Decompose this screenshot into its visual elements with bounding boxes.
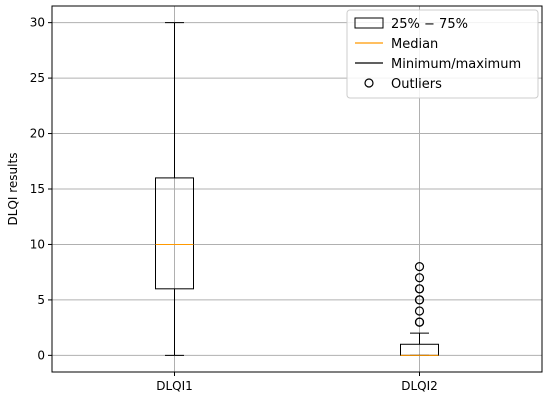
x-tick-label: DLQI2 (401, 379, 438, 393)
legend: 25% − 75% Median Minimum/maximum Outliers (346, 9, 539, 99)
legend-entry-whisker: Minimum/maximum (355, 57, 521, 72)
y-tick-label: 30 (30, 16, 45, 30)
outlier-point (414, 262, 425, 272)
legend-entry-median: Median (355, 37, 438, 52)
y-tick-label: 20 (30, 127, 45, 141)
y-tick-label: 0 (37, 348, 45, 362)
legend-entry-outlier: Outliers (364, 77, 442, 92)
legend-label: 25% − 75% (391, 17, 468, 32)
box-dlqi1 (155, 22, 194, 356)
legend-box-swatch (354, 17, 384, 29)
outlier-point (414, 273, 425, 283)
y-tick-label: 10 (30, 237, 45, 251)
outlier-point (414, 284, 425, 294)
iqr-box (155, 177, 194, 290)
y-tick-label: 15 (30, 182, 45, 196)
x-tick-label: DLQI1 (156, 379, 193, 393)
legend-entry-box: 25% − 75% (354, 17, 468, 32)
box-plot-series (155, 22, 439, 356)
grid-lines (52, 6, 542, 372)
y-tick-label: 25 (30, 71, 45, 85)
legend-label: Minimum/maximum (391, 57, 521, 72)
box-dlqi2 (400, 262, 439, 356)
y-axis-label: DLQI results (6, 153, 20, 226)
legend-label: Outliers (391, 77, 442, 92)
y-tick-label: 5 (37, 293, 45, 307)
y-axis-ticks: 0 5 10 15 20 25 30 (30, 16, 52, 362)
legend-frame (346, 9, 539, 99)
legend-label: Median (391, 37, 438, 52)
outlier-point (414, 306, 425, 316)
outlier-point (414, 295, 425, 305)
legend-outlier-swatch (364, 78, 374, 88)
outlier-point (414, 317, 425, 327)
x-axis-ticks: DLQI1 DLQI2 (156, 372, 438, 393)
